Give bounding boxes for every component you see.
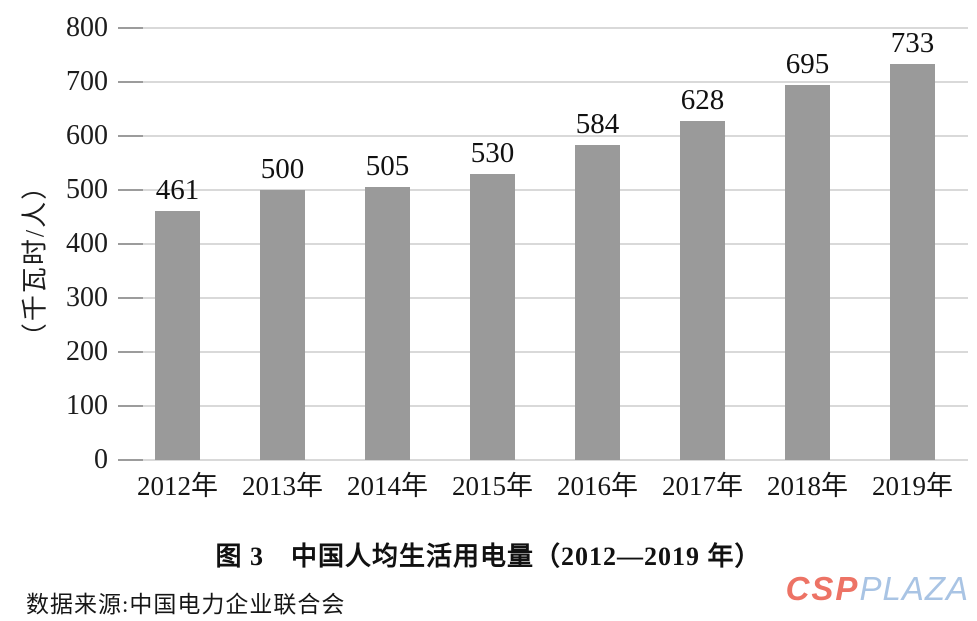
y-axis-tick [118,351,143,353]
gridline [118,135,968,137]
x-axis-tick-label: 2013年 [242,471,323,501]
bar-2019年 [890,64,935,460]
x-axis-tick-label: 2018年 [767,471,848,501]
y-axis-tick [118,243,143,245]
chart-caption: 图 3 中国人均生活用电量（2012—2019 年） [215,542,762,571]
bar-2016年 [575,144,620,460]
y-axis-tick-label: 300 [66,282,108,313]
bar-value-label: 695 [785,47,830,80]
y-axis-tick-label: 800 [66,12,108,43]
gridline [118,405,968,407]
bar-value-label: 500 [260,153,305,185]
y-axis-tick-label: 100 [66,390,108,421]
gridline [118,297,968,299]
y-axis-tick [118,189,143,191]
bar-2013年 [260,190,305,460]
gridline [118,459,968,461]
bar-2018年 [785,84,830,460]
bar-2012年 [155,211,200,460]
bar-2014年 [365,187,410,460]
x-axis-tick-label: 2019年 [872,471,953,501]
y-axis-tick [118,459,143,461]
y-axis-tick-label: 600 [66,120,108,151]
bar-value-label: 461 [155,174,200,207]
cspplaza-watermark-logo: CSPPLAZA [786,572,969,606]
bar-value-label: 530 [470,136,515,169]
bar-value-label: 733 [890,27,935,60]
y-axis-tick-label: 0 [94,444,108,475]
x-axis-tick-label: 2012年 [137,471,218,501]
y-axis-tick [118,297,143,299]
gridline [118,351,968,353]
gridline [118,189,968,191]
y-axis-tick [118,27,143,29]
bar-2017年 [680,120,725,460]
bar-value-label: 505 [365,150,410,183]
y-axis-tick [118,81,143,83]
x-axis-tick-label: 2017年 [662,471,743,501]
gridline [118,81,968,83]
source-note: 数据来源:中国电力企业联合会 [26,592,346,617]
y-axis-tick-label: 400 [66,228,108,259]
watermark-plaza-text: PLAZA [859,570,969,607]
gridline [118,27,968,29]
x-axis-tick-label: 2015年 [452,471,533,501]
y-axis-tick [118,405,143,407]
y-axis-tick-label: 200 [66,336,108,367]
bar-value-label: 584 [575,107,620,140]
y-axis-tick [118,135,143,137]
bar-2015年 [470,173,515,460]
bar-value-label: 628 [680,83,725,116]
x-axis-tick-label: 2014年 [347,471,428,501]
y-axis-tick-label: 500 [66,174,108,205]
watermark-csp-text: CSP [785,570,860,607]
y-axis-title: （千瓦时/人） [20,171,50,350]
x-axis-tick-label: 2016年 [557,471,638,501]
gridline [118,243,968,245]
y-axis-tick-label: 700 [66,66,108,97]
